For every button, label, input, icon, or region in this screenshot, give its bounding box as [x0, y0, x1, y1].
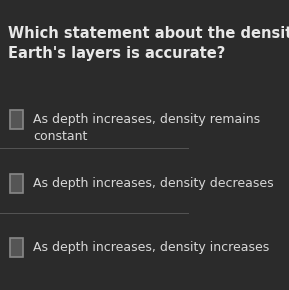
Text: Which statement about the density of
Earth's layers is accurate?: Which statement about the density of Ear… [8, 26, 289, 61]
FancyBboxPatch shape [10, 110, 23, 129]
Text: As depth increases, density remains
constant: As depth increases, density remains cons… [33, 113, 260, 143]
Text: As depth increases, density increases: As depth increases, density increases [33, 241, 269, 254]
Text: As depth increases, density decreases: As depth increases, density decreases [33, 177, 274, 190]
FancyBboxPatch shape [10, 174, 23, 193]
FancyBboxPatch shape [10, 238, 23, 257]
